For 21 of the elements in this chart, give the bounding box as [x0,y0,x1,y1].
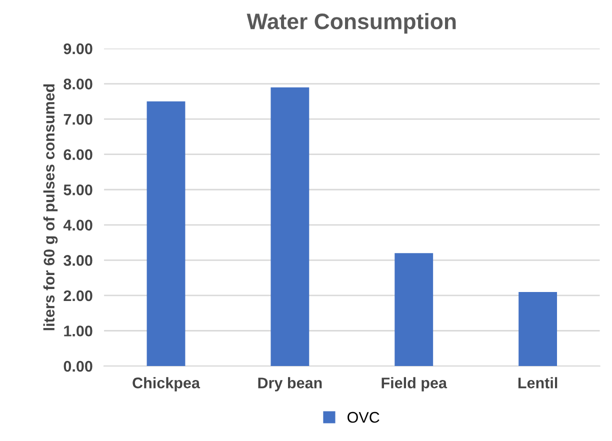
y-tick-label: 4.00 [63,220,92,231]
y-tick-label: 7.00 [64,114,92,125]
x-tick-label: Chickpea [132,377,200,392]
y-tick-label: 8.00 [64,78,92,90]
x-tick-label: Dry bean [258,377,322,392]
y-tick-label: 0.00 [64,360,92,372]
y-tick-label: 9.00 [64,43,92,54]
bar [146,101,186,366]
x-tick-label: Field pea [382,377,448,392]
x-tick-label: Lentil [518,377,558,388]
bar [518,292,558,366]
bar [394,253,434,366]
bar [270,87,310,366]
y-tick-label: 5.00 [64,184,92,196]
y-tick-label: 1.00 [64,326,92,336]
chart-title: Water Consumption [246,12,456,34]
y-tick-label: 6.00 [64,149,92,160]
y-axis-title: liters for 60 g of pulses consumed [43,84,58,330]
y-tick-label: 2.00 [64,290,92,302]
y-tick-label: 3.00 [64,255,92,266]
legend-label: OVC [348,412,380,423]
